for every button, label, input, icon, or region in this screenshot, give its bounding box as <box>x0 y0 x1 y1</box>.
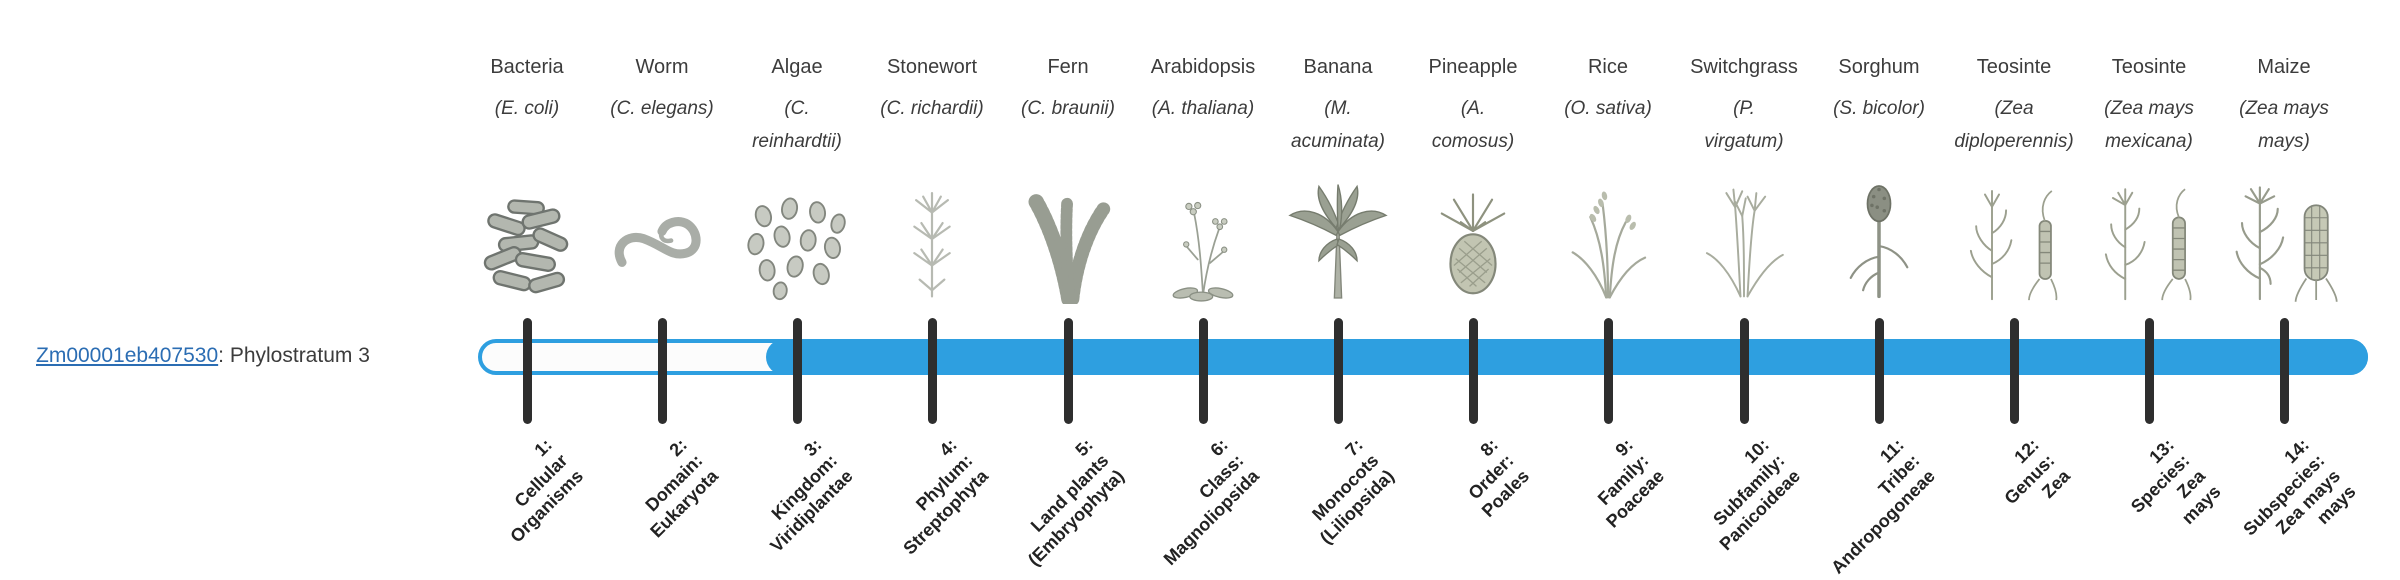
sci-line: diploperennis) <box>1954 131 2074 152</box>
sci-line: (C. richardii) <box>880 98 984 119</box>
sci-line: virgatum) <box>1704 131 1784 152</box>
organism-name: Banana <box>1303 56 1373 78</box>
sci-line: (A. thaliana) <box>1151 98 1255 119</box>
organism-scientific-name: (Zea mays mays) <box>2189 92 2379 158</box>
sci-line: comosus) <box>1431 131 1515 152</box>
gene-id-link[interactable]: Zm00001eb407530 <box>36 344 219 367</box>
sci-line: (P. <box>1733 98 1755 119</box>
sci-line: (M. <box>1324 98 1352 119</box>
worm-illustration <box>567 162 757 304</box>
organism-name: Rice <box>1587 56 1628 78</box>
phylostratum-column-1: Bacteria (E. coli) <box>432 0 622 580</box>
algae-illustration <box>702 162 892 304</box>
sci-line: (S. bicolor) <box>1833 98 1925 119</box>
phylostratum-column-12: Teosinte (Zea diploperennis) <box>1919 0 2109 580</box>
phylostratum-tick-11 <box>1874 318 1884 424</box>
rice-illustration <box>1513 162 1703 304</box>
sci-line: (C. elegans) <box>610 98 714 119</box>
teosinte-illustration <box>2054 162 2244 304</box>
organism-scientific-name: (Zea diploperennis) <box>1919 92 2109 158</box>
phylostratum-tick-5 <box>1063 318 1073 424</box>
organism-scientific-name: (A. thaliana) <box>1108 92 1298 125</box>
phylostratum-column-7: Banana (M. acuminata) 7: <box>1243 0 1433 580</box>
maize-illustration <box>2189 162 2379 304</box>
phylostratum-tick-12 <box>2009 318 2019 424</box>
phylostratum-tick-7 <box>1333 318 1343 424</box>
phylostratum-column-3: Algae (C. reinhardtii) <box>702 0 892 580</box>
sci-line: (A. <box>1460 98 1486 119</box>
organism-name: Switchgrass <box>1690 56 1798 78</box>
fern-illustration <box>973 162 1163 304</box>
switchgrass-illustration <box>1649 162 1839 304</box>
phylostratum-text: : Phylostratum 3 <box>218 344 370 367</box>
organism-scientific-name: (C. braunii) <box>973 92 1163 125</box>
phylostratum-bar-fill <box>766 339 2368 375</box>
phylostratum-column-8: Pineapple (A. comosus) <box>1378 0 1568 580</box>
organism-name: Fern <box>1047 56 1089 78</box>
phylostratum-column-13: Teosinte (Zea mays mexicana) <box>2054 0 2244 580</box>
phylostratum-tick-4 <box>927 318 937 424</box>
organism-scientific-name: (A. comosus) <box>1378 92 1568 158</box>
sci-line: (Zea mays <box>2104 98 2194 119</box>
organism-scientific-name: (C. elegans) <box>567 92 757 125</box>
sci-line: acuminata) <box>1291 131 1385 152</box>
phylostratum-tick-9 <box>1603 318 1613 424</box>
phylostratum-tick-2 <box>657 318 667 424</box>
gene-label: Zm00001eb407530: Phylostratum 3 <box>36 344 370 368</box>
organism-scientific-name: (O. sativa) <box>1513 92 1703 125</box>
organism-name: Arabidopsis <box>1150 56 1256 78</box>
phylostratum-column-5: Fern (C. braunii) 5: Land plants (E <box>973 0 1163 580</box>
organism-name: Maize <box>2257 56 2311 78</box>
bacteria-illustration <box>432 162 622 304</box>
sci-line: (C. <box>784 98 810 119</box>
phylostratum-tick-3 <box>792 318 802 424</box>
organism-name: Teosinte <box>1976 56 2052 78</box>
sci-line: reinhardtii) <box>752 131 842 152</box>
organism-name: Pineapple <box>1428 56 1518 78</box>
arabidopsis-illustration <box>1108 162 1298 304</box>
organism-name: Stonewort <box>886 56 978 78</box>
phylostratum-tick-1 <box>522 318 532 424</box>
organism-scientific-name: (C. richardii) <box>837 92 1027 125</box>
phylostratum-column-9: Rice (O. sativa) <box>1513 0 1703 580</box>
phylostratum-tick-6 <box>1198 318 1208 424</box>
sci-line: (E. coli) <box>494 98 560 119</box>
sci-line: mexicana) <box>2105 131 2193 152</box>
organism-name: Algae <box>771 56 823 78</box>
sci-line: mays) <box>2258 131 2310 152</box>
phylostratum-column-4: Stonewort (C. richardii) 4: Phylum: Stre… <box>837 0 1027 580</box>
phylostratum-tick-13 <box>2144 318 2154 424</box>
phylostratum-column-14: Maize (Zea mays mays) <box>2189 0 2379 580</box>
organism-name: Sorghum <box>1838 56 1920 78</box>
organism-name: Teosinte <box>2111 56 2187 78</box>
sorghum-illustration <box>1784 162 1974 304</box>
sci-line: (Zea <box>1994 98 2034 119</box>
phylostratum-column-11: Sorghum (S. bicolor) 11: <box>1784 0 1974 580</box>
pineapple-illustration <box>1378 162 1568 304</box>
sci-line: (O. sativa) <box>1564 98 1652 119</box>
stonewort-illustration <box>837 162 1027 304</box>
banana-illustration <box>1243 162 1433 304</box>
sci-line: (Zea mays <box>2239 98 2329 119</box>
teosinte-illustration <box>1919 162 2109 304</box>
sci-line: (C. braunii) <box>1021 98 1115 119</box>
organism-name: Worm <box>635 56 689 78</box>
organism-scientific-name: (P. virgatum) <box>1649 92 1839 158</box>
phylostratum-column-2: Worm (C. elegans) 2: Domain: Eukaryota <box>567 0 757 580</box>
organism-scientific-name: (E. coli) <box>432 92 622 125</box>
organism-name: Bacteria <box>490 56 564 78</box>
organism-scientific-name: (M. acuminata) <box>1243 92 1433 158</box>
phylostratum-column-10: Switchgrass (P. virgatum) <box>1649 0 1839 580</box>
stage-label-14: 14: Subspecies: Zea mays mays <box>2223 434 2360 571</box>
phylostratum-column-6: Arabidopsis (A. thaliana) <box>1108 0 1298 580</box>
phylostratum-tick-14 <box>2279 318 2289 424</box>
organism-scientific-name: (C. reinhardtii) <box>702 92 892 158</box>
phylostratum-tick-10 <box>1739 318 1749 424</box>
organism-scientific-name: (Zea mays mexicana) <box>2054 92 2244 158</box>
organism-scientific-name: (S. bicolor) <box>1784 92 1974 125</box>
phylostratum-tick-8 <box>1468 318 1478 424</box>
